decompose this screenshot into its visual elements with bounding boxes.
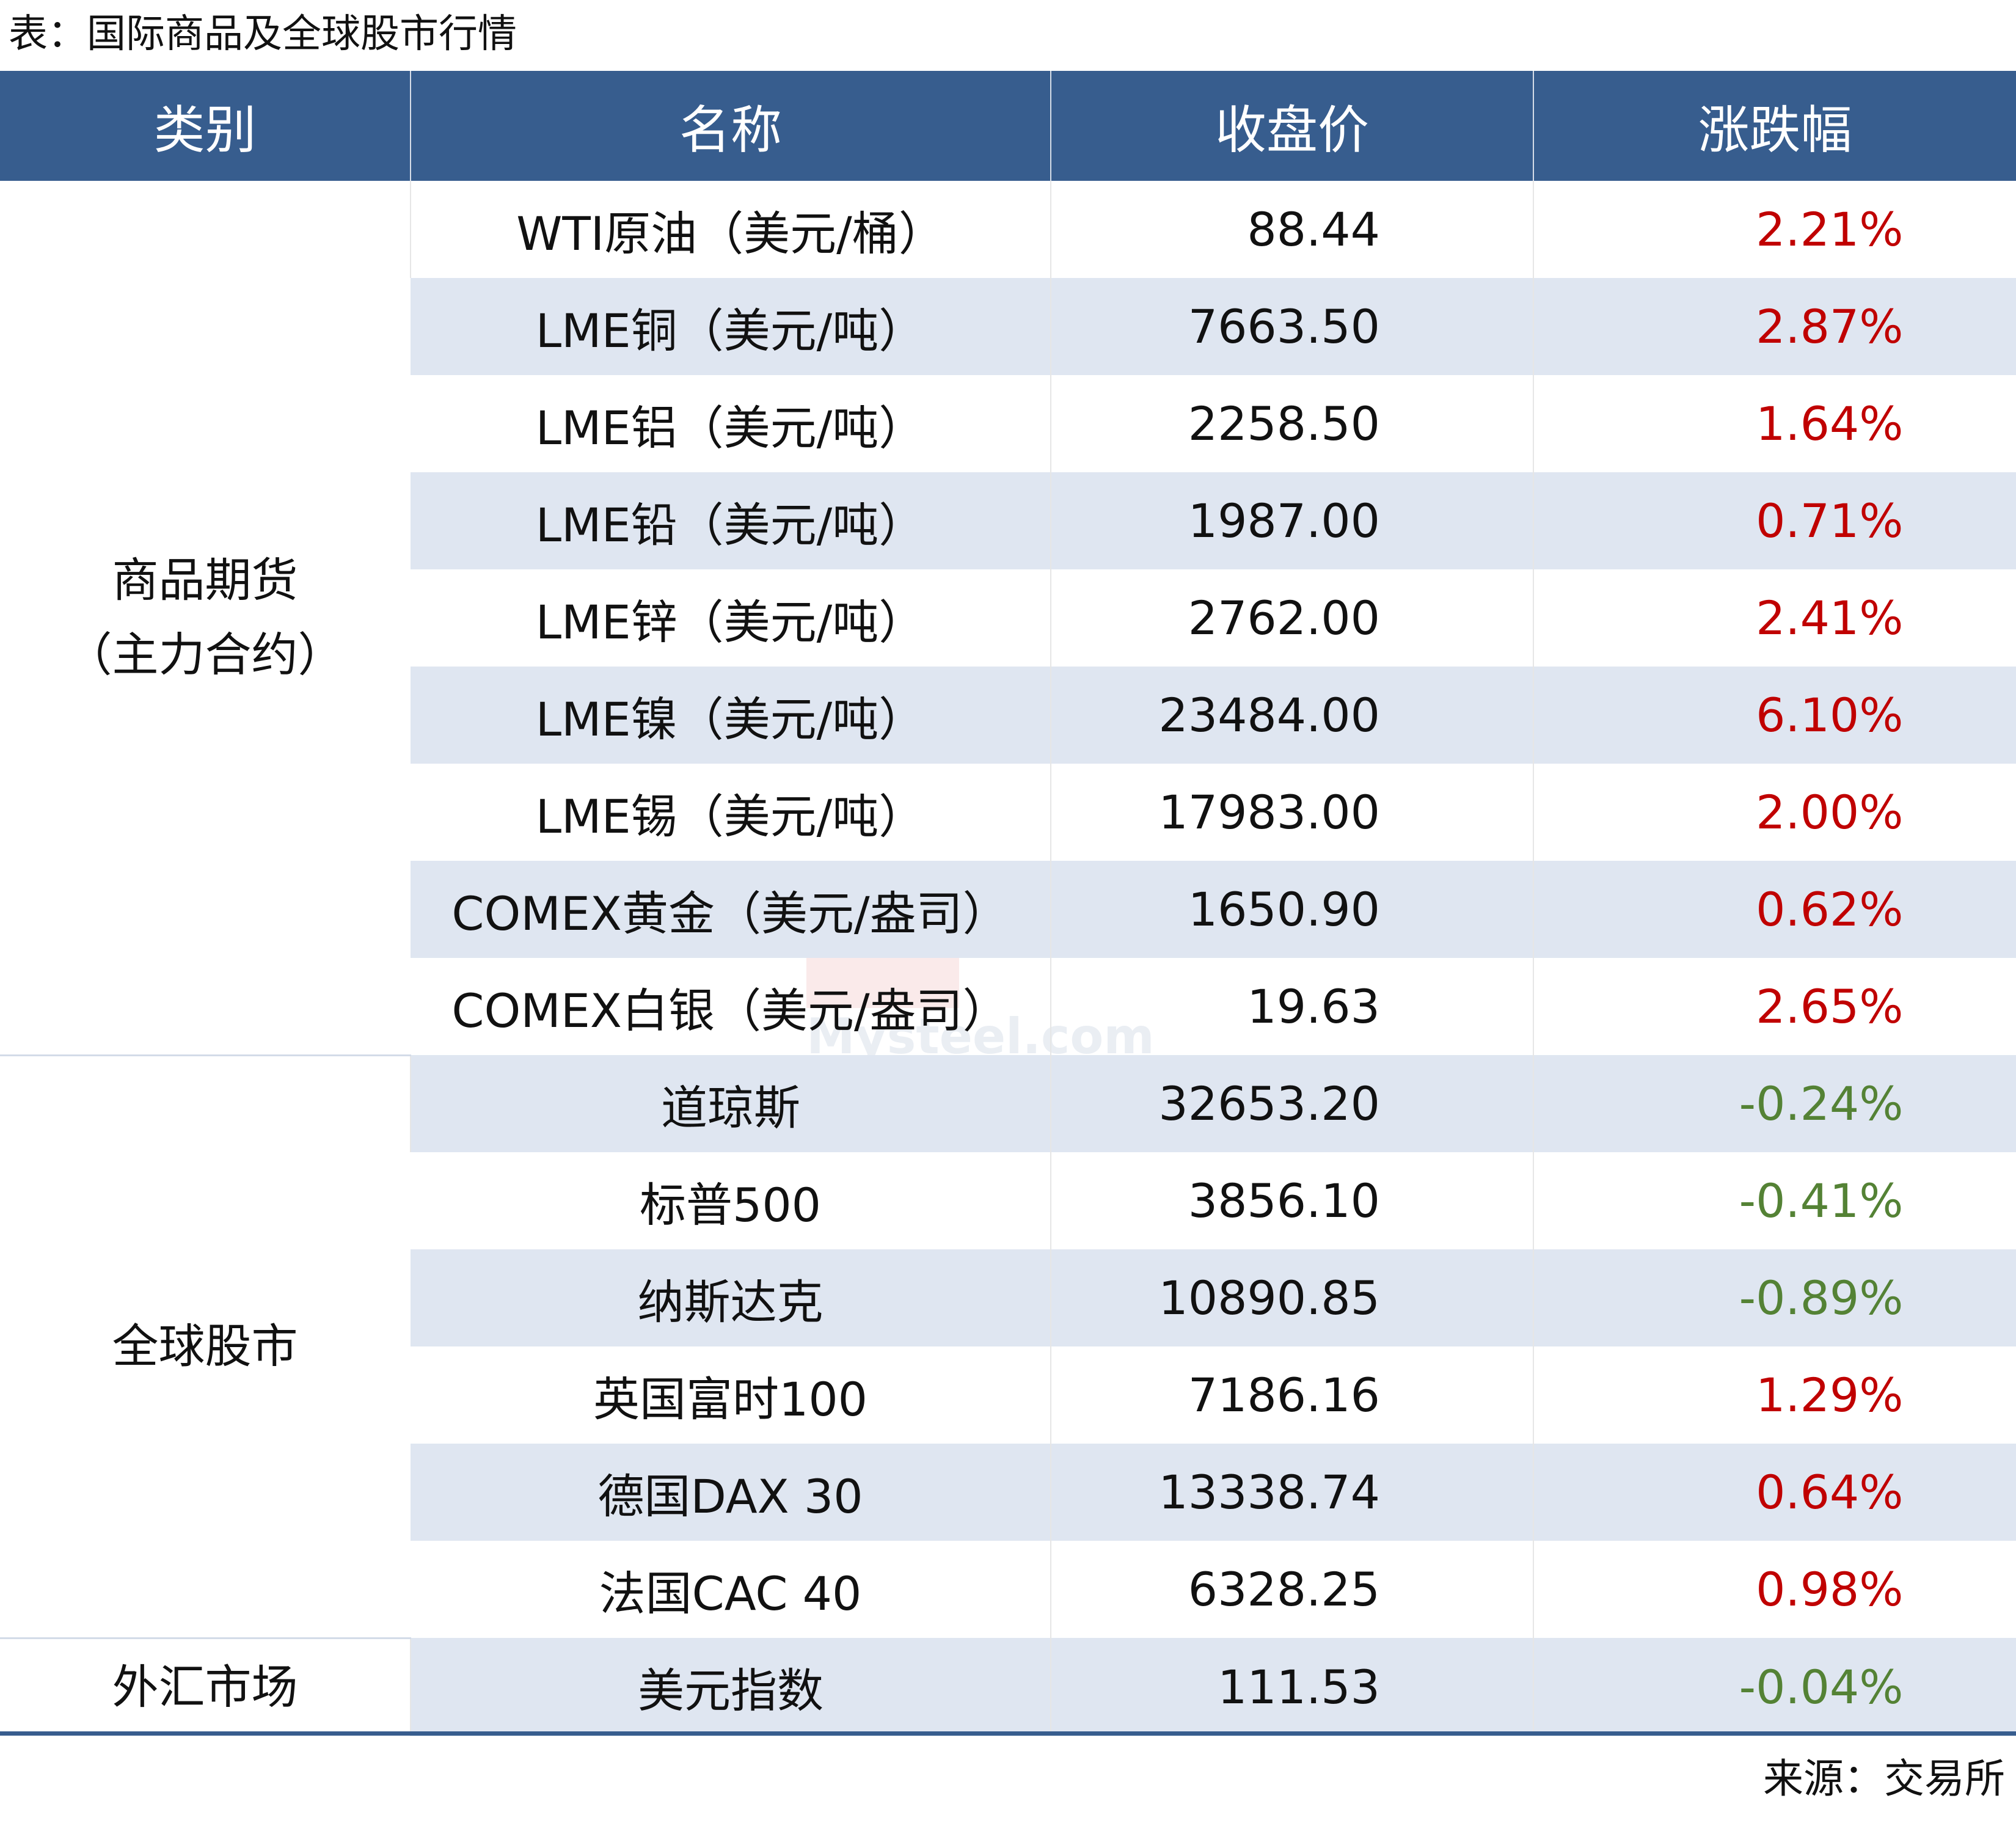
table-row: 外汇市场 美元指数 111.53 -0.04% (0, 1638, 2016, 1736)
source-note: 来源：交易所 (1763, 1755, 2005, 1802)
change-percent: -0.41% (1739, 1174, 1904, 1228)
table-row: LME铅（美元/吨） 1987.00 0.71% (0, 472, 2016, 569)
header-change: 涨跌幅 (1533, 71, 2016, 181)
instrument-name: 道琼斯 (410, 1055, 1051, 1152)
close-price: 32653.20 (1050, 1055, 1533, 1152)
change-cell: 2.21% (1533, 181, 2016, 278)
change-cell: -0.41% (1533, 1152, 2016, 1249)
close-price: 3856.10 (1050, 1152, 1533, 1249)
change-percent: 2.65% (1756, 979, 1904, 1034)
instrument-name: COMEX白银（美元/盎司） (451, 983, 1009, 1038)
instrument-name: LME铜（美元/吨） (411, 278, 1051, 375)
table-row: LME镍（美元/吨） 23484.00 6.10% (0, 667, 2016, 764)
close-price: 2762.00 (1050, 569, 1533, 667)
change-cell: 6.10% (1533, 667, 2016, 764)
category-label: 商品期货 (112, 552, 298, 607)
header-row: 类别 名称 收盘价 涨跌幅 (0, 71, 2016, 181)
close-price: 13338.74 (1050, 1444, 1533, 1541)
instrument-name: LME锡（美元/吨） (535, 789, 926, 844)
close-price: 2258.50 (1050, 375, 1533, 472)
category-sublabel: （主力合约） (65, 627, 345, 682)
change-cell: 1.64% (1533, 375, 2016, 472)
change-percent: 0.98% (1756, 1562, 1904, 1617)
category-label: 外汇市场 (112, 1660, 298, 1714)
change-cell: -0.04% (1533, 1638, 2016, 1736)
change-cell: 2.65% (1533, 958, 2016, 1055)
change-cell: 2.87% (1533, 278, 2016, 375)
category-label: 全球股市 (112, 1319, 298, 1373)
change-percent: 2.21% (1756, 202, 1904, 257)
instrument-name: LME铅（美元/吨） (411, 472, 1051, 569)
header-category: 类别 (0, 71, 411, 181)
category-forex: 外汇市场 (0, 1638, 411, 1736)
close-price: 1987.00 (1050, 472, 1533, 569)
change-cell: 1.29% (1533, 1346, 2016, 1444)
table-title: 表：国际商品及全球股市行情 (9, 12, 517, 57)
change-percent: 0.71% (1756, 494, 1904, 548)
close-price: 19.63 (1050, 958, 1533, 1055)
category-global-stocks: 全球股市 (0, 1055, 411, 1639)
instrument-name: LME铝（美元/吨） (535, 400, 926, 455)
change-percent: 1.64% (1756, 396, 1904, 451)
change-percent: 6.10% (1756, 688, 1904, 742)
instrument-name: LME镍（美元/吨） (411, 667, 1051, 764)
change-percent: 2.87% (1756, 299, 1904, 354)
market-table: 类别 名称 收盘价 涨跌幅 商品期货 （主力合约） WTI原油（美元/桶） 88… (0, 71, 2016, 1736)
table-row: LME铝（美元/吨） 2258.50 1.64% (0, 375, 2016, 472)
close-price: 10890.85 (1050, 1249, 1533, 1346)
change-percent: -0.89% (1739, 1271, 1904, 1325)
change-cell: -0.89% (1533, 1249, 2016, 1346)
change-percent: 2.41% (1756, 591, 1904, 645)
change-cell: 2.00% (1533, 764, 2016, 861)
change-cell: -0.24% (1533, 1055, 2016, 1152)
change-cell: 0.62% (1533, 861, 2016, 958)
change-cell: 0.64% (1533, 1444, 2016, 1541)
table-row: LME锌（美元/吨） 2762.00 2.41% (0, 569, 2016, 667)
change-percent: -0.04% (1739, 1659, 1904, 1714)
close-price: 7663.50 (1050, 278, 1533, 375)
header-close: 收盘价 (1050, 71, 1533, 181)
instrument-name: 美元指数 (410, 1638, 1051, 1736)
close-price: 17983.00 (1050, 764, 1533, 861)
instrument-name: 英国富时100 (593, 1372, 868, 1427)
close-price: 7186.16 (1050, 1346, 1533, 1444)
instrument-name: 法国CAC 40 (599, 1566, 862, 1621)
table-body: 商品期货 （主力合约） WTI原油（美元/桶） 88.44 2.21% LME铜… (0, 181, 2016, 1736)
table-row: 标普500 3856.10 -0.41% (0, 1152, 2016, 1249)
close-price: 111.53 (1050, 1638, 1533, 1736)
instrument-name: LME锌（美元/吨） (535, 594, 926, 649)
table-row: 全球股市 道琼斯 32653.20 -0.24% (0, 1055, 2016, 1639)
header-name: 名称 (410, 71, 1051, 181)
change-cell: 0.71% (1533, 472, 2016, 569)
table-row: 德国DAX 30 13338.74 0.64% (0, 1444, 2016, 1541)
close-price: 1650.90 (1050, 861, 1533, 958)
close-price: 88.44 (1050, 181, 1533, 278)
table-row: 法国CAC 40 6328.25 0.98% (0, 1541, 2016, 1638)
table-row: LME铜（美元/吨） 7663.50 2.87% (0, 278, 2016, 375)
change-percent: -0.24% (1739, 1076, 1904, 1131)
table-row: COMEX黄金（美元/盎司） 1650.90 0.62% (0, 861, 2016, 958)
change-percent: 2.00% (1756, 785, 1904, 839)
instrument-name: COMEX黄金（美元/盎司） (411, 861, 1051, 958)
close-price: 6328.25 (1050, 1541, 1533, 1638)
change-percent: 1.29% (1756, 1368, 1904, 1422)
table-row: 商品期货 （主力合约） WTI原油（美元/桶） 88.44 2.21% (0, 181, 2016, 1056)
close-price: 23484.00 (1050, 667, 1533, 764)
instrument-name: 标普500 (639, 1177, 822, 1232)
instrument-name: 纳斯达克 (411, 1249, 1051, 1346)
change-percent: 0.62% (1756, 882, 1904, 937)
category-commodity-futures: 商品期货 （主力合约） (0, 181, 411, 1056)
table-row: 纳斯达克 10890.85 -0.89% (0, 1249, 2016, 1346)
table-row: LME锡（美元/吨） 17983.00 2.00% (0, 764, 2016, 861)
change-cell: 0.98% (1533, 1541, 2016, 1638)
instrument-name: WTI原油（美元/桶） (410, 181, 1051, 278)
table-row: 英国富时100 7186.16 1.29% (0, 1346, 2016, 1444)
instrument-name: 德国DAX 30 (411, 1444, 1051, 1541)
change-percent: 0.64% (1756, 1465, 1904, 1519)
bottom-rule (0, 1731, 2016, 1736)
table-row: COMEX白银（美元/盎司） 19.63 2.65% (0, 958, 2016, 1055)
change-cell: 2.41% (1533, 569, 2016, 667)
table-header: 类别 名称 收盘价 涨跌幅 (0, 71, 2016, 181)
